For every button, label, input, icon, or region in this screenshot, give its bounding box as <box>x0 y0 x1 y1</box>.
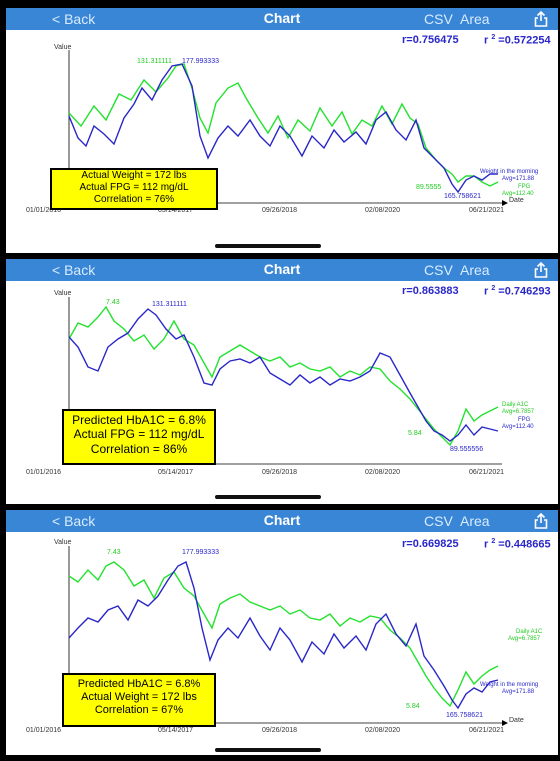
share-icon[interactable] <box>532 261 550 279</box>
annotation-max-blue: 177.993333 <box>182 58 219 65</box>
chart-panel-2: < Back Chart CSV Area r=0.863883 r 2 =0.… <box>6 259 558 504</box>
x-tick-label: 01/01/2016 <box>26 727 61 734</box>
legend-green-name: Daily A1C <box>502 402 529 408</box>
area-button[interactable]: Area <box>460 11 490 27</box>
annotation-max-green: 7.43 <box>106 299 120 306</box>
home-indicator[interactable] <box>215 748 321 752</box>
series-blue-line <box>68 63 498 194</box>
nav-bar: < Back Chart CSV Area <box>6 259 558 281</box>
y-axis-label: Value <box>54 290 71 297</box>
share-icon[interactable] <box>532 10 550 28</box>
nav-title: Chart <box>263 10 301 26</box>
annotation-max-blue: 131.311111 <box>152 301 187 308</box>
r-squared-value: r 2 =0.448665 <box>484 538 551 551</box>
y-axis-label: Value <box>54 44 71 51</box>
x-axis-arrow <box>502 720 508 726</box>
annotation-max-green: 131.311111 <box>137 58 172 65</box>
info-line: Actual FPG = 112 mg/dL <box>73 427 205 442</box>
annotation-min-green: 5.84 <box>408 430 422 437</box>
legend-blue-avg: Avg=171.88 <box>502 176 535 182</box>
r-squared-value: r 2 =0.572254 <box>484 34 551 47</box>
x-tick-label: 05/14/2017 <box>158 727 193 734</box>
legend-green-name: Daily A1C <box>516 629 543 635</box>
x-tick-label: 02/08/2020 <box>365 469 400 476</box>
info-line: Predicted HbA1C = 6.8% <box>72 413 206 427</box>
annotation-min-blue: 165.758621 <box>446 712 483 719</box>
legend-green-name: FPG <box>518 184 531 190</box>
x-tick-label: 06/21/2021 <box>469 469 504 476</box>
info-box: Predicted HbA1C = 6.8% Actual FPG = 112 … <box>62 409 216 465</box>
csv-button[interactable]: CSV <box>424 262 453 278</box>
annotation-min-green: 89.5555 <box>416 184 441 191</box>
area-button[interactable]: Area <box>460 262 490 278</box>
legend-blue-avg: Avg=112.40 <box>502 424 534 430</box>
x-tick-label: 01/01/2016 <box>26 469 61 476</box>
x-tick-label: 02/08/2020 <box>365 207 400 214</box>
info-line: Predicted HbA1C = 6.8% <box>77 678 201 690</box>
nav-bar: < Back Chart CSV Area <box>6 510 558 532</box>
x-tick-label: 06/21/2021 <box>469 727 504 734</box>
r-value: r=0.669825 <box>402 538 459 550</box>
r-value: r=0.863883 <box>402 285 459 297</box>
info-line: Actual FPG = 112 mg/dL <box>79 182 189 193</box>
annotation-min-blue: 89.555556 <box>450 446 483 453</box>
home-indicator[interactable] <box>215 495 321 499</box>
x-tick-label: 05/14/2017 <box>158 469 193 476</box>
info-box: Predicted HbA1C = 6.8% Actual Weight = 1… <box>62 673 216 727</box>
share-icon[interactable] <box>532 512 550 530</box>
legend-blue-avg: Avg=171.88 <box>502 689 535 695</box>
info-line: Actual Weight = 172 lbs <box>81 170 187 181</box>
legend-green-avg: Avg=6.7857 <box>508 636 541 642</box>
series-blue-line <box>68 561 499 710</box>
x-axis-arrow <box>502 200 508 206</box>
series-blue-line <box>68 308 499 442</box>
annotation-min-green: 5.84 <box>406 703 420 710</box>
nav-bar: < Back Chart CSV Area <box>6 8 558 30</box>
info-line: Correlation = 76% <box>93 194 175 205</box>
annotation-max-blue: 177.993333 <box>182 549 219 556</box>
line-chart: Value Date 01/01/2016 05/14/2017 09/26/2… <box>26 44 538 214</box>
nav-title: Chart <box>263 261 301 277</box>
annotation-max-green: 7.43 <box>107 549 121 556</box>
line-chart: Value 01/01/2016 05/14/2017 09/26/2018 0… <box>26 290 535 476</box>
info-line: Actual Weight = 172 lbs <box>81 691 197 704</box>
x-tick-label: 02/08/2020 <box>365 727 400 734</box>
x-axis-label: Date <box>509 197 524 204</box>
back-button[interactable]: < Back <box>52 262 96 278</box>
x-tick-label: 05/14/2017 <box>158 207 193 214</box>
x-tick-label: 06/21/2021 <box>469 207 504 214</box>
series-green-line <box>68 561 499 708</box>
csv-button[interactable]: CSV <box>424 513 453 529</box>
area-button[interactable]: Area <box>460 513 490 529</box>
x-tick-label: 09/26/2018 <box>262 207 297 214</box>
x-tick-label: 09/26/2018 <box>262 727 297 734</box>
info-line: Correlation = 86% <box>90 441 188 456</box>
info-box: Actual Weight = 172 lbs Actual FPG = 112… <box>50 168 218 210</box>
legend-blue-name: FPG <box>518 417 531 423</box>
back-button[interactable]: < Back <box>52 513 96 529</box>
r-squared-value: r 2 =0.746293 <box>484 285 551 298</box>
home-indicator[interactable] <box>215 244 321 248</box>
legend-green-avg: Avg=112.40 <box>502 191 534 197</box>
x-axis-label: Date <box>509 717 524 724</box>
chart-panel-3: < Back Chart CSV Area r=0.669825 r 2 =0.… <box>6 510 558 755</box>
x-tick-label: 01/01/2016 <box>26 207 61 214</box>
legend-blue-name: Weight in the morning <box>480 169 538 175</box>
r-value: r=0.756475 <box>402 34 459 46</box>
legend-blue-name: Weight in the morning <box>480 682 538 688</box>
info-line: Correlation = 67% <box>94 704 184 717</box>
nav-title: Chart <box>263 512 301 528</box>
legend-green-avg: Avg=6.7857 <box>502 409 535 415</box>
y-axis-label: Value <box>54 539 71 546</box>
csv-button[interactable]: CSV <box>424 11 453 27</box>
chart-panel-1: < Back Chart CSV Area r=0.756475 r 2 =0.… <box>6 8 558 253</box>
back-button[interactable]: < Back <box>52 11 96 27</box>
annotation-min-blue: 165.758621 <box>444 193 481 200</box>
x-tick-label: 09/26/2018 <box>262 469 297 476</box>
